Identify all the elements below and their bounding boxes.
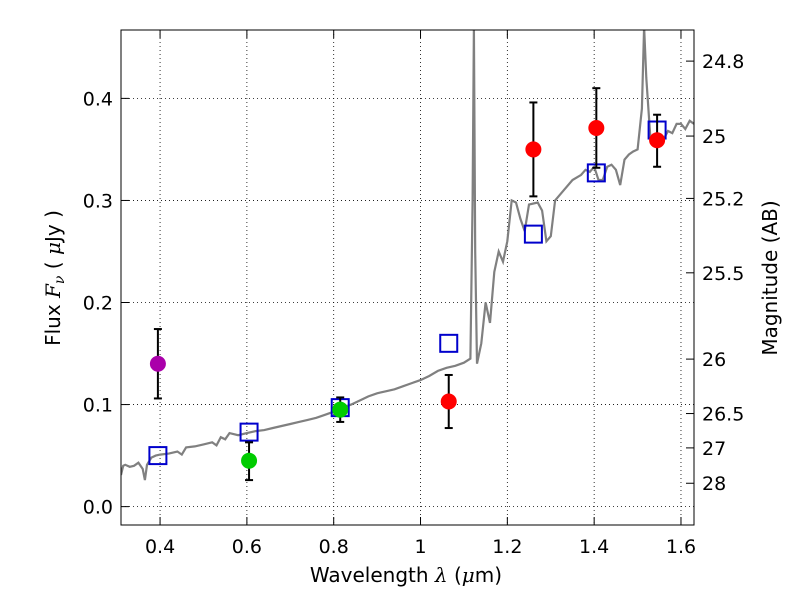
x-tick-label: 0.8	[319, 536, 349, 558]
observed-point-red	[440, 393, 457, 410]
x-tick-label: 1	[414, 536, 426, 558]
plot-background	[121, 30, 694, 525]
x-tick-label: 0.4	[145, 536, 175, 558]
observed-point-red	[588, 119, 605, 136]
y-tick-label: 0.2	[83, 293, 113, 315]
y-tick-label: 0.4	[83, 88, 113, 110]
y-axis-label: Flux Fν ( μJy )	[41, 210, 68, 346]
y2-tick-label: 25.5	[702, 263, 744, 285]
x-axis-label: Wavelength λ (μm)	[310, 563, 502, 587]
y2-tick-label: 28	[702, 473, 726, 495]
y2-axis-label: Magnitude (AB)	[758, 200, 782, 355]
y2-tick-label: 27	[702, 438, 726, 460]
y2-tick-label: 25	[702, 126, 726, 148]
observed-point-purple	[149, 355, 166, 372]
x-tick-label: 1.4	[579, 536, 609, 558]
y2-tick-label: 25.2	[702, 188, 744, 210]
y2-axis: 24.8 25 25.2 25.5 26 26.5 27 28	[686, 51, 744, 495]
x-tick-label: 0.6	[232, 536, 262, 558]
observed-point-green	[241, 452, 258, 469]
model-point	[239, 422, 259, 442]
y-tick-label: 0.3	[83, 190, 113, 212]
plot-frame	[120, 29, 695, 526]
observed-point-green	[332, 401, 349, 418]
model-point	[523, 224, 543, 244]
observed-point-red	[525, 141, 542, 158]
model-point	[148, 446, 168, 466]
y2-tick-label: 24.8	[702, 51, 744, 73]
x-tick-label: 1.2	[492, 536, 522, 558]
observed-point-red	[649, 132, 666, 149]
y2-tick-label: 26	[702, 349, 726, 371]
x-tick-label: 1.6	[666, 536, 696, 558]
y-tick-label: 0.0	[83, 497, 113, 519]
spectrum-line	[121, 30, 694, 481]
y-axis: 0.0 0.1 0.2 0.3 0.4	[83, 88, 129, 519]
model-point	[439, 333, 459, 353]
y2-tick-label: 26.5	[702, 404, 744, 426]
observed-points	[149, 119, 666, 469]
y-tick-label: 0.1	[83, 395, 113, 417]
x-axis: 0.4 0.6 0.8 1 1.2 1.4 1.6	[145, 30, 696, 558]
